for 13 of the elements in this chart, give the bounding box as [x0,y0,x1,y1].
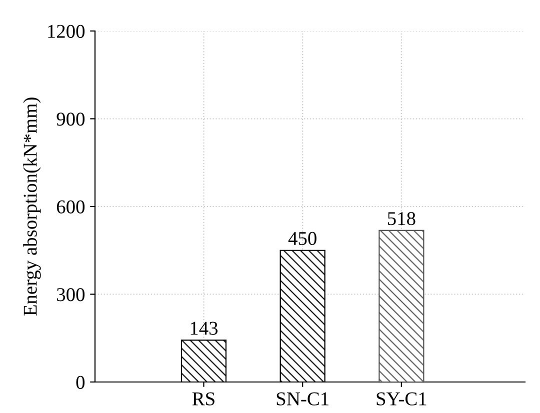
data-label: 143 [190,322,218,335]
y-tick-label: 900 [56,112,85,126]
x-tick-label: SN-C1 [276,392,328,406]
data-label: 450 [288,232,316,246]
y-axis-title: Energy absorption(kN*mm) [23,98,41,316]
bar [378,230,424,382]
y-tick-label: 600 [56,200,85,214]
y-tick-label: 0 [76,376,85,389]
x-tick-label: SY-C1 [376,392,426,406]
data-label: 518 [388,212,416,226]
y-tick-label: 300 [57,288,85,302]
y-tick-label: 1200 [48,24,85,38]
x-tick-label: RS [192,392,214,406]
